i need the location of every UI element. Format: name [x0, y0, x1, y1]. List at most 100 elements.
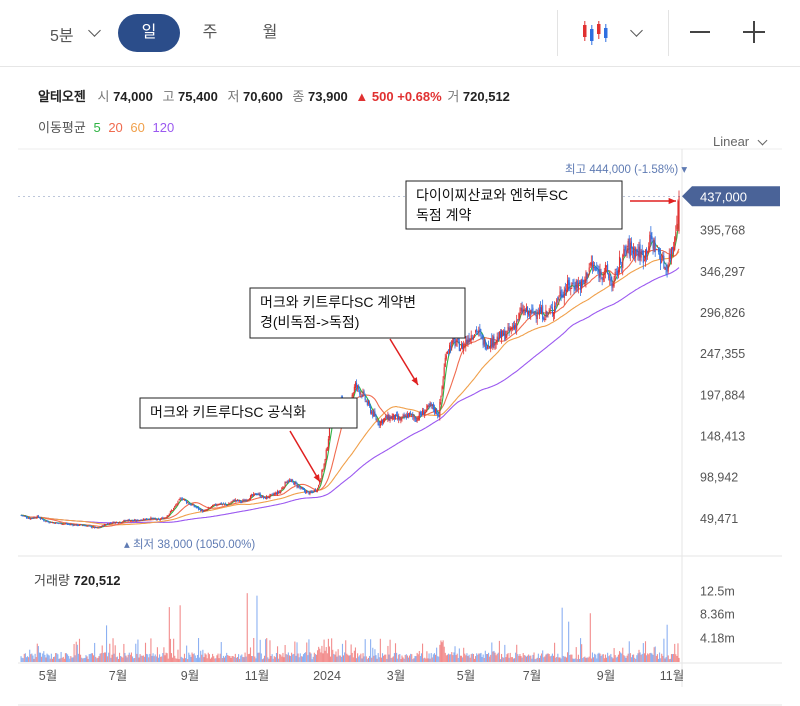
ma60-label[interactable]: 60: [130, 120, 145, 135]
candle-body: [444, 357, 446, 367]
candle-body: [74, 524, 76, 526]
volume-bar: [121, 656, 123, 662]
volume-bar: [140, 655, 142, 662]
volume-bar: [384, 654, 386, 662]
candle-body: [254, 493, 256, 495]
minus-icon[interactable]: [690, 31, 710, 33]
volume-bar: [484, 650, 486, 662]
tab-daily[interactable]: 일: [118, 14, 180, 52]
volume-bar: [65, 653, 68, 662]
candle-body: [122, 521, 124, 523]
volume-bar: [464, 653, 466, 662]
candle-body: [567, 280, 569, 291]
candle-body: [39, 518, 42, 519]
volume-bar: [255, 658, 257, 662]
volume-bar: [33, 658, 35, 662]
volume-bar: [35, 657, 37, 662]
candle-body: [56, 522, 58, 524]
plus-icon[interactable]: [753, 21, 755, 43]
volume-bar: [669, 658, 671, 662]
volume-bar: [496, 653, 498, 662]
x-axis-tick: 9월: [597, 669, 615, 683]
volume-bar: [216, 655, 218, 662]
volume-bar: [525, 656, 528, 662]
tab-monthly[interactable]: 월: [262, 24, 278, 41]
volume-bar: [676, 655, 678, 662]
ma20-label[interactable]: 20: [108, 120, 123, 135]
candle-body: [363, 391, 365, 394]
candle-body: [267, 496, 269, 498]
volume-bar: [379, 638, 381, 662]
candle-body: [562, 294, 564, 298]
volume-bar: [381, 653, 384, 662]
volume-bar: [282, 652, 284, 662]
candlestick-icon[interactable]: [580, 20, 610, 46]
candle-body: [479, 328, 481, 333]
candle-body: [636, 249, 638, 252]
candle-body: [215, 503, 217, 506]
candle-body: [231, 501, 233, 502]
ma5-label[interactable]: 5: [93, 120, 101, 135]
volume-bar: [638, 649, 640, 662]
volume-bar: [396, 652, 398, 662]
candle-body: [278, 491, 280, 493]
volume-bar: [578, 658, 581, 662]
tab-weekly[interactable]: 주: [202, 24, 218, 41]
candle-body: [433, 408, 436, 413]
candle-body: [414, 416, 416, 420]
candle-body: [574, 287, 576, 290]
candle-body: [229, 503, 231, 504]
volume-bar: [514, 658, 516, 662]
candle-body: [82, 525, 84, 527]
candle-body: [663, 256, 665, 268]
candle-body: [233, 500, 235, 502]
volume-bar: [600, 655, 602, 662]
volume-bar: [147, 654, 149, 662]
interval-selector[interactable]: 5분: [50, 28, 74, 45]
volume-bar: [510, 657, 512, 662]
candle-body: [516, 320, 518, 330]
candle-body: [584, 279, 586, 284]
candle-body: [90, 526, 92, 528]
volume-bar: [181, 657, 183, 662]
volume-bar: [614, 655, 616, 662]
volume-bar: [372, 647, 374, 662]
price-axis-tick: 197,884: [700, 388, 745, 402]
volume-bar: [322, 653, 324, 662]
price-axis-tick: 49,471: [700, 512, 738, 526]
scale-selector[interactable]: Linear: [713, 134, 750, 149]
volume-bar: [238, 654, 240, 662]
volume-bar: [637, 653, 639, 662]
candle-body: [97, 527, 99, 529]
volume-bar: [674, 643, 676, 662]
candle-body: [616, 270, 618, 276]
volume-bar: [634, 657, 636, 662]
volume-bar: [141, 655, 143, 662]
candle-body: [503, 330, 505, 336]
candle-body: [631, 251, 634, 253]
volume-bar: [544, 656, 546, 662]
candle-body: [547, 312, 549, 315]
volume-bar: [465, 655, 467, 662]
volume-bar: [332, 649, 334, 662]
volume-bar: [30, 654, 32, 662]
candle-body: [149, 519, 151, 520]
candle-body: [63, 523, 65, 525]
candle-body: [202, 509, 204, 512]
volume-bar: [604, 654, 607, 662]
volume-bar: [543, 657, 545, 662]
volume-bar: [359, 655, 361, 662]
volume-bar: [56, 653, 58, 662]
candle-body: [216, 504, 218, 506]
candle-body: [165, 517, 167, 519]
candle-body: [545, 310, 547, 317]
volume-bar: [293, 653, 295, 662]
candle-body: [206, 509, 208, 511]
ma120-label[interactable]: 120: [152, 120, 175, 135]
candle-body: [673, 247, 675, 252]
volume-bar: [113, 653, 115, 662]
volume-bar: [64, 653, 66, 662]
candle-body: [420, 414, 423, 415]
volume-bar: [355, 658, 358, 662]
